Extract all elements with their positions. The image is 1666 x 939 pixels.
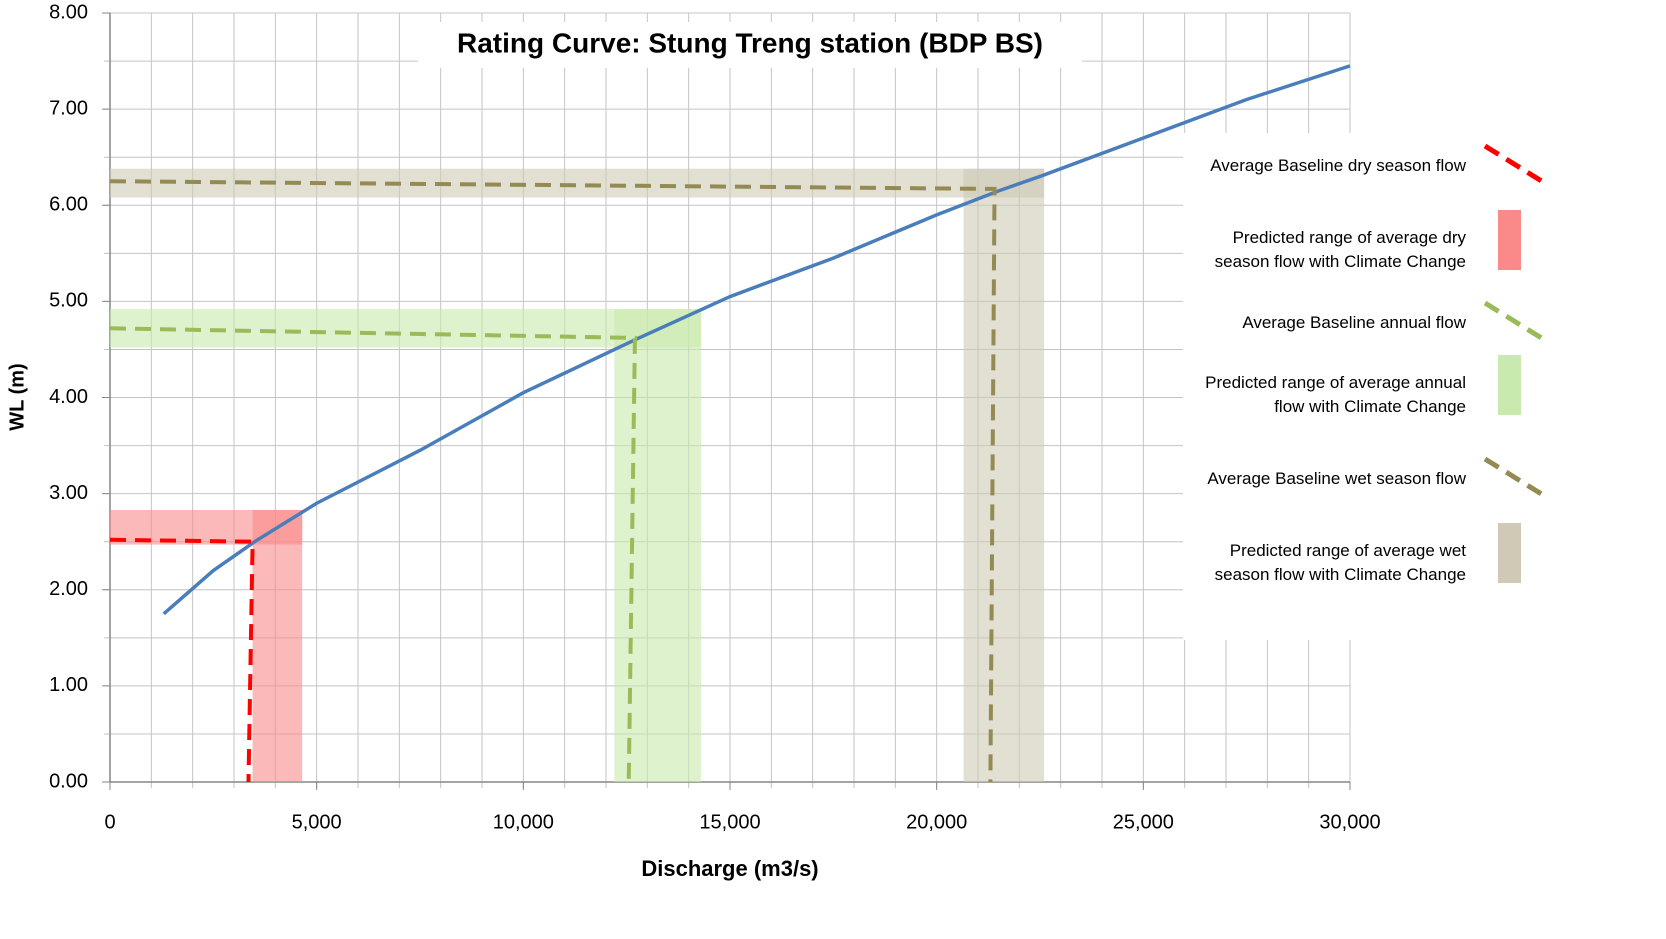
legend-label: Predicted range of average dry season fl… [1214,228,1466,271]
legend-label: Predicted range of average wet season fl… [1214,541,1466,584]
legend-swatch [1483,300,1550,345]
y-tick-label: 7.00 [49,97,88,119]
y-tick-label: 6.00 [49,194,88,216]
legend-label: Average Baseline wet season flow [1207,469,1466,488]
baseline-line [109,326,637,783]
x-tick-label: 5,000 [292,811,342,833]
legend-swatch [1483,456,1550,501]
legend-swatch [1498,355,1521,415]
y-axis-label: WL (m) [6,363,28,430]
legend-label: Average Baseline dry season flow [1210,156,1466,175]
chart-title: Rating Curve: Stung Treng station (BDP B… [457,27,1043,58]
legend-swatch [1498,210,1521,270]
x-tick-label: 20,000 [906,811,967,833]
x-tick-label: 15,000 [699,811,760,833]
legend-label: Average Baseline annual flow [1242,313,1466,332]
lines [109,64,1351,783]
baseline-line [109,537,255,783]
legend-swatch [1498,523,1521,583]
x-tick-label: 0 [104,811,115,833]
legend-label: Predicted range of average annual flow w… [1205,373,1466,416]
x-tick-label: 10,000 [493,811,554,833]
range-band-vertical [963,168,1045,782]
range-band-vertical [252,509,303,782]
y-tick-label: 5.00 [49,290,88,312]
legend-swatch [1483,143,1550,188]
y-tick-label: 8.00 [49,1,88,23]
y-tick-label: 2.00 [49,578,88,600]
rating-curve [162,64,1351,616]
x-tick-label: 30,000 [1319,811,1380,833]
title-background [418,22,1082,68]
baseline-line [109,179,997,783]
y-tick-label: 4.00 [49,386,88,408]
y-tick-label: 3.00 [49,482,88,504]
y-tick-label: 0.00 [49,770,88,792]
legend [1183,133,1583,640]
x-tick-label: 25,000 [1113,811,1174,833]
y-tick-label: 1.00 [49,674,88,696]
range-band-horizontal [110,309,702,348]
x-axis-label: Discharge (m3/s) [641,856,818,881]
range-band-vertical [614,309,702,782]
bands [110,168,1045,782]
